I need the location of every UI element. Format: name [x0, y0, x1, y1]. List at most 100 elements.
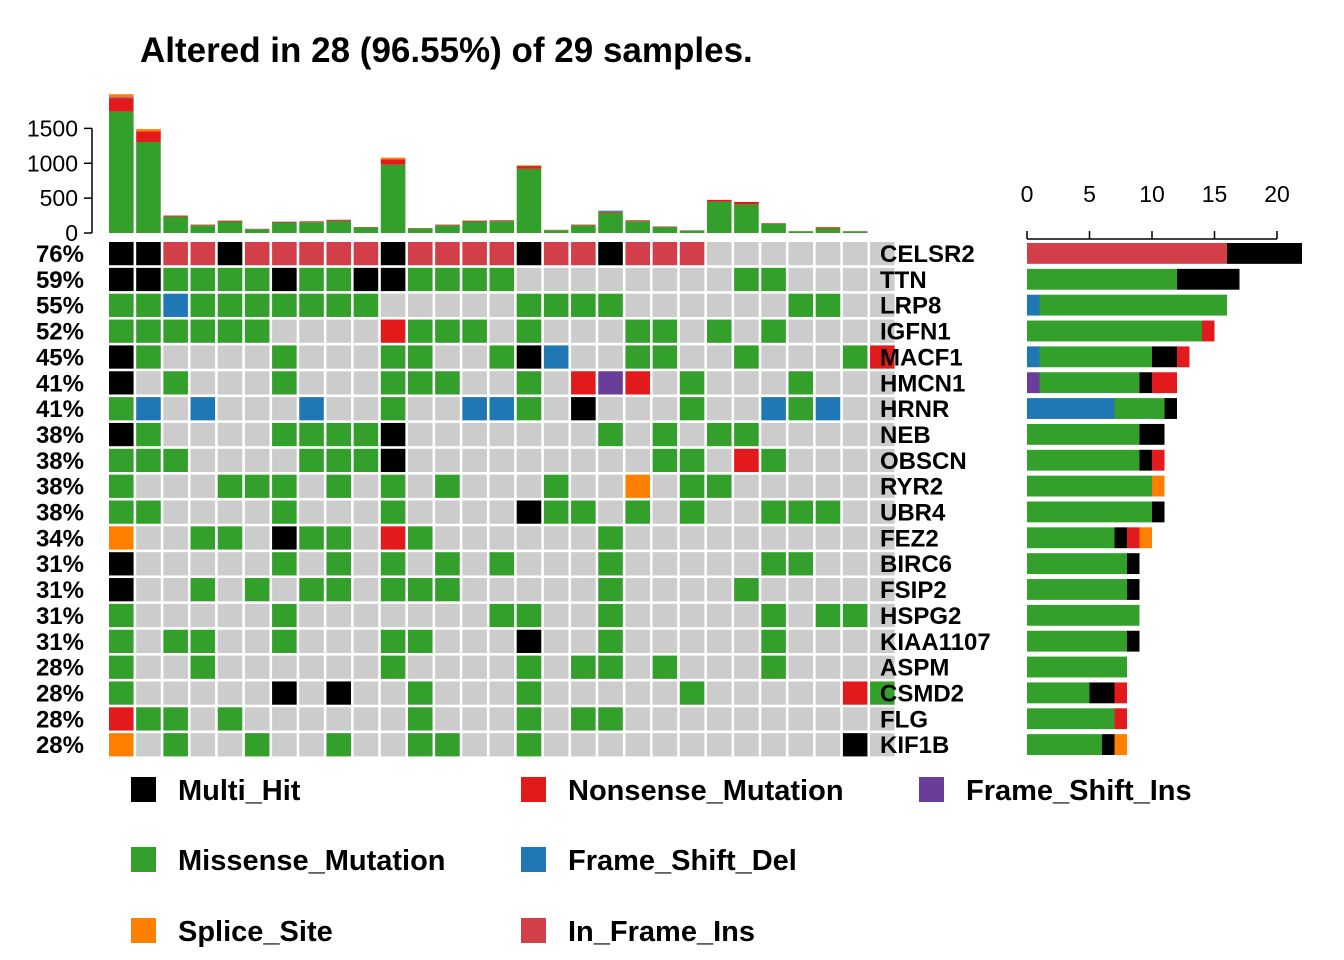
cell-missense-mutation — [353, 422, 379, 447]
cell-none — [625, 733, 650, 757]
gene-bar-missense-mutation — [1027, 501, 1152, 523]
cell-none — [625, 629, 650, 653]
cell-missense-mutation — [516, 603, 542, 628]
cell-missense-mutation — [326, 526, 352, 550]
cell-missense-mutation — [761, 603, 786, 628]
gene-bar-tick-label: 15 — [1202, 181, 1228, 207]
cell-none — [788, 448, 814, 473]
cell-none — [679, 603, 705, 628]
cell-none — [353, 603, 379, 628]
gene-percent-label: 34% — [36, 525, 84, 552]
cell-missense-mutation — [217, 319, 243, 343]
cell-none — [734, 603, 759, 628]
cell-none — [571, 422, 596, 447]
cell-missense-mutation — [652, 448, 678, 473]
cell-none — [761, 733, 786, 757]
cell-splice-site — [109, 733, 134, 757]
cell-missense-mutation — [435, 552, 460, 576]
cell-multi-hit — [516, 242, 542, 266]
cell-missense-mutation — [217, 474, 243, 498]
cell-missense-mutation — [435, 578, 460, 602]
cell-none — [407, 422, 433, 447]
cell-none — [353, 371, 379, 395]
cell-none — [734, 371, 759, 395]
tmb-tick-label: 500 — [40, 185, 78, 211]
tmb-bar-nonsense-mutation — [761, 223, 786, 224]
cell-missense-mutation — [761, 319, 786, 343]
cell-none — [163, 552, 188, 576]
legend-label-frame-shift-del: Frame_Shift_Del — [568, 845, 797, 877]
tmb-bar-missense-mutation — [136, 141, 161, 233]
cell-missense-mutation — [244, 319, 270, 343]
cell-none — [652, 267, 678, 292]
cell-none — [380, 707, 406, 731]
tmb-bar-missense-mutation — [380, 164, 406, 233]
cell-none — [815, 242, 841, 266]
cell-none — [244, 345, 270, 369]
cell-none — [842, 422, 868, 447]
cell-none — [598, 345, 623, 369]
cell-missense-mutation — [272, 474, 297, 498]
cell-none — [652, 293, 678, 317]
cell-none — [652, 578, 678, 602]
cell-missense-mutation — [407, 526, 433, 550]
cell-none — [462, 500, 487, 524]
tmb-bar-nonsense-mutation — [326, 219, 352, 221]
cell-missense-mutation — [571, 293, 596, 317]
legend-label-missense-mutation: Missense_Mutation — [178, 845, 446, 877]
cell-none — [842, 267, 868, 292]
cell-none — [244, 655, 270, 679]
cell-frame-shift-ins — [598, 371, 623, 395]
gene-bar-panel: 0 5 10 15 20 — [1021, 181, 1302, 755]
cell-none — [842, 371, 868, 395]
cell-missense-mutation — [407, 345, 433, 369]
cell-none — [543, 681, 569, 705]
cell-multi-hit — [380, 422, 406, 447]
cell-none — [217, 371, 243, 395]
cell-none — [679, 293, 705, 317]
cell-missense-mutation — [272, 422, 297, 447]
cell-none — [761, 474, 786, 498]
cell-none — [842, 397, 868, 421]
gene-bar-in-frame-ins — [1027, 243, 1227, 264]
cell-none — [299, 681, 324, 705]
cell-missense-mutation — [407, 707, 433, 731]
cell-missense-mutation — [761, 267, 786, 292]
cell-none — [761, 242, 786, 266]
gene-bar-nonsense-mutation — [1152, 449, 1165, 471]
cell-none — [571, 629, 596, 653]
cell-none — [435, 293, 460, 317]
cell-multi-hit — [272, 267, 297, 292]
cell-none — [598, 448, 623, 473]
cell-missense-mutation — [353, 293, 379, 317]
cell-none — [435, 422, 460, 447]
cell-none — [543, 629, 569, 653]
cell-none — [435, 345, 460, 369]
cell-missense-mutation — [109, 448, 134, 473]
cell-none — [353, 397, 379, 421]
cell-missense-mutation — [598, 552, 623, 576]
cell-none — [489, 681, 515, 705]
gene-bar-missense-mutation — [1027, 527, 1115, 549]
gene-bar-multi-hit — [1152, 346, 1177, 368]
cell-missense-mutation — [734, 345, 759, 369]
gene-label-ttn: TTN — [880, 267, 927, 294]
cell-missense-mutation — [272, 371, 297, 395]
cell-none — [326, 655, 352, 679]
tmb-bar-nonsense-mutation — [272, 221, 297, 223]
cell-none — [326, 707, 352, 731]
cell-missense-mutation — [163, 733, 188, 757]
gene-bar-missense-mutation — [1027, 682, 1090, 704]
cell-none — [462, 448, 487, 473]
gene-bar-tick-label: 5 — [1083, 181, 1096, 207]
cell-none — [489, 500, 515, 524]
tmb-bar-frame-shift-del — [598, 210, 623, 212]
legend-swatch-frame-shift-ins — [919, 777, 944, 802]
cell-missense-mutation — [652, 422, 678, 447]
cell-none — [870, 293, 895, 317]
cell-none — [571, 526, 596, 550]
cell-none — [870, 655, 895, 679]
cell-missense-mutation — [299, 526, 324, 550]
cell-missense-mutation — [435, 474, 460, 498]
